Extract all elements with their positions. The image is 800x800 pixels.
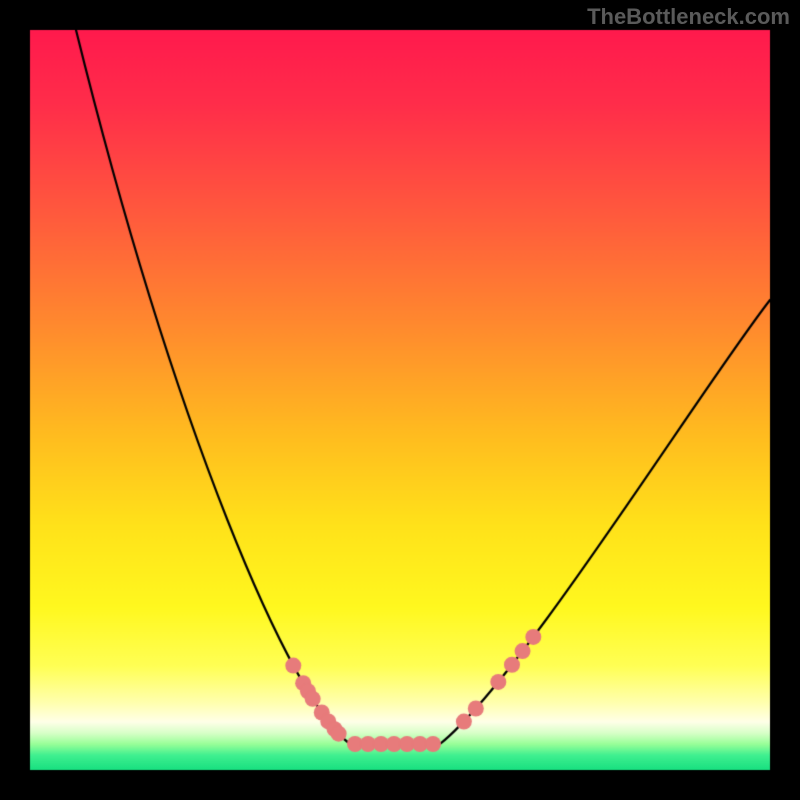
watermark-text: TheBottleneck.com [587, 4, 790, 30]
bottleneck-curve-chart [0, 0, 800, 800]
